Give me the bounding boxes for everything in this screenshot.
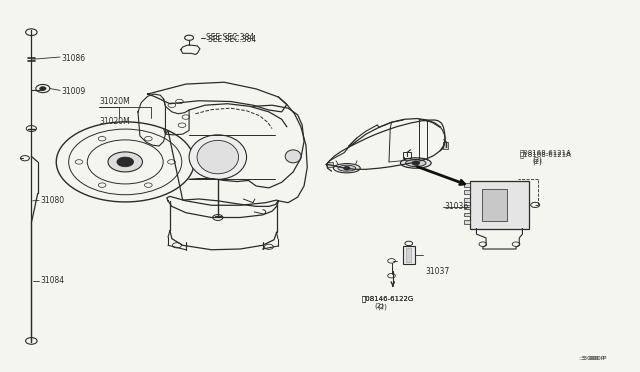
Text: 31020M: 31020M: [100, 117, 131, 126]
Ellipse shape: [189, 135, 246, 179]
Text: :3 000 P: :3 000 P: [579, 356, 604, 361]
Bar: [464, 213, 470, 217]
Bar: [464, 190, 470, 194]
Text: 31009: 31009: [61, 87, 86, 96]
Bar: [406, 248, 412, 262]
Circle shape: [412, 161, 420, 165]
Bar: [470, 181, 529, 229]
Bar: [481, 189, 507, 221]
Text: SEE SEC.384: SEE SEC.384: [206, 33, 255, 42]
Bar: [403, 246, 415, 264]
Text: SEE SEC.384: SEE SEC.384: [208, 35, 257, 44]
Text: 31037: 31037: [426, 267, 450, 276]
Circle shape: [108, 152, 143, 172]
Ellipse shape: [197, 140, 239, 174]
Ellipse shape: [333, 164, 360, 173]
Bar: [464, 220, 470, 224]
Bar: [464, 183, 470, 187]
Text: 31036: 31036: [445, 202, 468, 211]
Bar: [443, 142, 448, 149]
Bar: [464, 205, 470, 209]
Ellipse shape: [406, 160, 426, 167]
Text: Ⓜ18168-6121A: Ⓜ18168-6121A: [519, 151, 571, 158]
Circle shape: [117, 157, 134, 167]
Ellipse shape: [338, 165, 356, 171]
Text: (2): (2): [374, 302, 384, 309]
Text: (2): (2): [532, 159, 542, 165]
Text: Ⓝ08146-6122G: Ⓝ08146-6122G: [362, 296, 413, 302]
Text: 31020M: 31020M: [100, 97, 131, 106]
Text: 31080: 31080: [40, 196, 65, 205]
Text: :3 000 P: :3 000 P: [580, 356, 606, 361]
Text: (2): (2): [532, 156, 542, 163]
Text: (2): (2): [378, 303, 387, 310]
Circle shape: [344, 166, 350, 170]
Text: 31086: 31086: [61, 54, 86, 62]
Circle shape: [40, 87, 46, 90]
Text: ⒲08168-6121A: ⒲08168-6121A: [519, 149, 571, 156]
Bar: [464, 198, 470, 202]
Ellipse shape: [401, 158, 431, 168]
Text: 31084: 31084: [40, 276, 65, 285]
Text: Ⓝ08146-6122G: Ⓝ08146-6122G: [362, 296, 413, 302]
Bar: [403, 151, 411, 158]
Ellipse shape: [285, 150, 301, 163]
Bar: [327, 162, 333, 167]
